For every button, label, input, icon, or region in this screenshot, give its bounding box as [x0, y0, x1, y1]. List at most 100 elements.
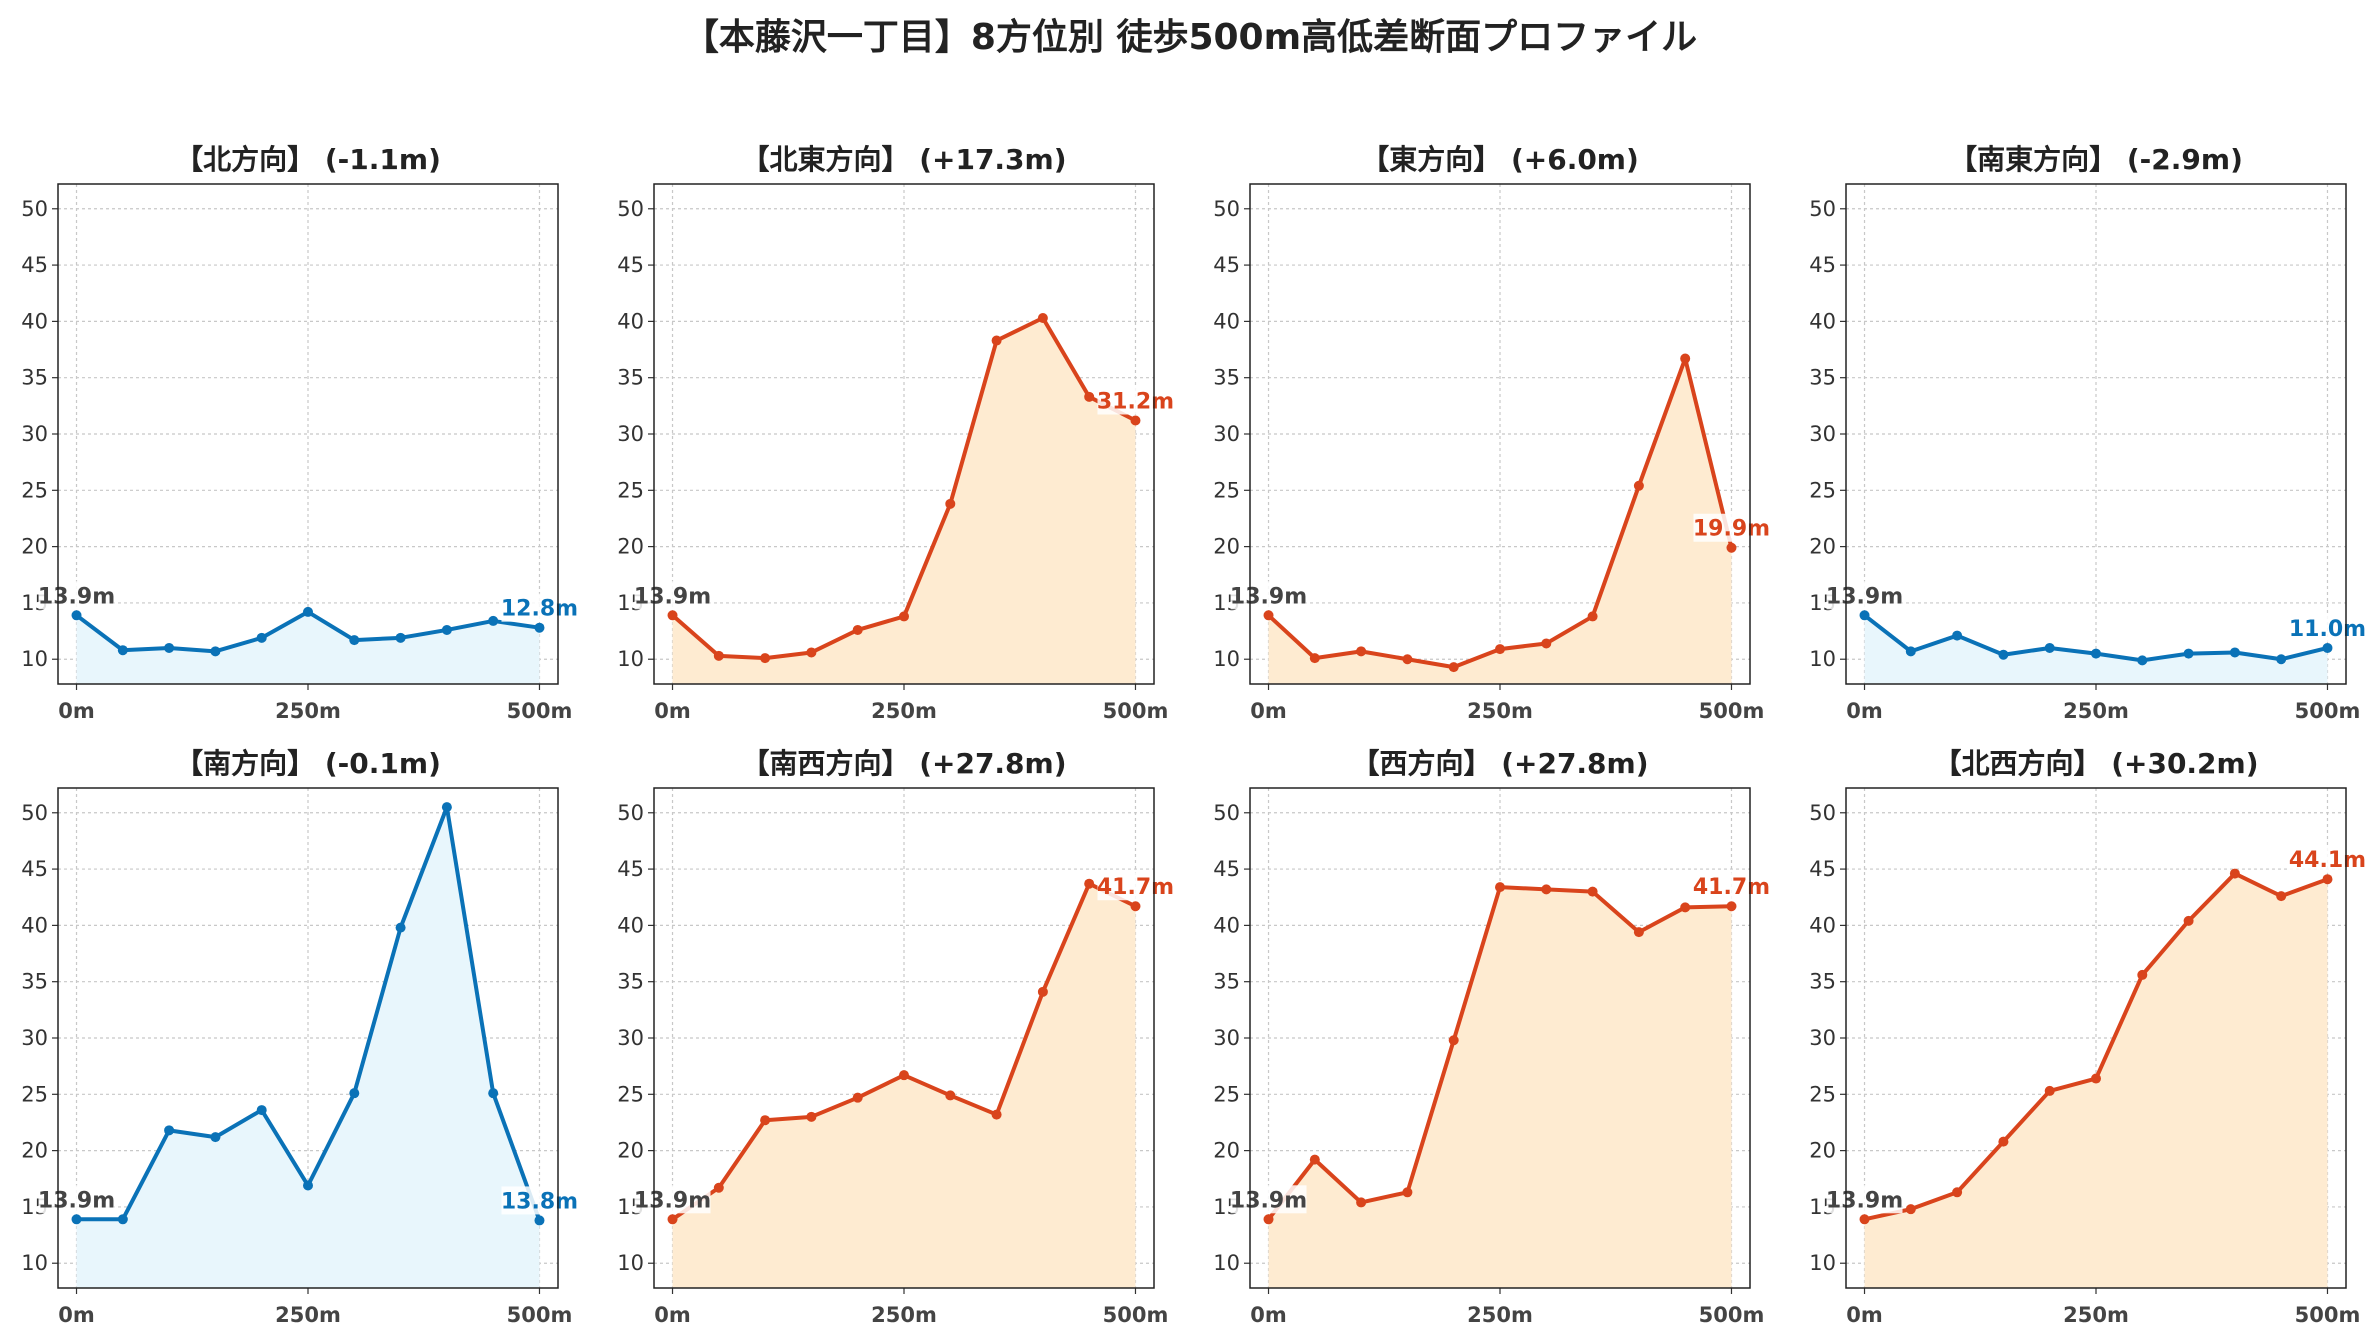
data-point [1587, 886, 1598, 897]
label-background [1693, 513, 1770, 542]
y-tick-label: 10 [21, 647, 48, 671]
data-point [1448, 1035, 1459, 1046]
label-background [38, 581, 115, 610]
data-point [349, 1088, 360, 1099]
x-tick-label: 250m [275, 1303, 341, 1327]
x-tick-label: 0m [1846, 699, 1883, 723]
start-elevation-label: 13.9m [1826, 1188, 1903, 1213]
data-point [488, 1088, 499, 1099]
y-tick-label: 25 [1809, 478, 1836, 502]
y-tick-label: 30 [617, 1026, 644, 1050]
y-tick-label: 40 [1213, 309, 1240, 333]
x-tick-label: 500m [1699, 1303, 1765, 1327]
data-point [2322, 874, 2333, 885]
area-fill [1864, 615, 2328, 684]
data-point [534, 1215, 545, 1226]
end-elevation-label: 13.8m [501, 1189, 578, 1214]
y-tick-label: 25 [1213, 478, 1240, 502]
y-tick-label: 50 [21, 801, 48, 825]
y-tick-label: 20 [617, 1139, 644, 1163]
y-tick-label: 35 [617, 970, 644, 994]
data-point [303, 1180, 313, 1191]
data-point [1309, 653, 1320, 664]
label-background [38, 1185, 115, 1214]
data-point [806, 1111, 817, 1122]
area-fill [76, 611, 540, 684]
chart-title: 【北西方向】 (+30.2m) [1933, 747, 2259, 780]
data-point [349, 635, 360, 646]
data-point [117, 645, 128, 656]
end-elevation-label: 19.9m [1693, 517, 1770, 542]
data-point [2091, 1073, 2101, 1084]
x-tick-label: 500m [1699, 699, 1765, 723]
start-elevation-label: 13.9m [38, 1188, 115, 1213]
data-point [1402, 1187, 1413, 1198]
data-point [1726, 901, 1737, 912]
figure-title: 【本藤沢一丁目】8方位別 徒歩500m高低差断面プロファイル [682, 17, 1698, 58]
data-point [852, 624, 863, 635]
plot-frame [57, 787, 559, 1289]
area-fill [76, 807, 540, 1288]
y-tick-label: 50 [617, 197, 644, 221]
y-tick-label: 10 [1213, 1251, 1240, 1275]
y-tick-label: 35 [1213, 970, 1240, 994]
data-point [2044, 1085, 2055, 1096]
y-tick-label: 20 [21, 1139, 48, 1163]
data-point [2322, 642, 2333, 653]
data-point [488, 615, 499, 626]
end-elevation-label: 12.8m [501, 597, 578, 622]
y-tick-label: 25 [21, 1082, 48, 1106]
data-point [991, 335, 1002, 346]
area-fill [672, 318, 1136, 684]
data-point [395, 632, 406, 643]
label-background [501, 1186, 578, 1215]
data-point [1130, 901, 1141, 912]
x-tick-label: 500m [1103, 1303, 1169, 1327]
data-point [1859, 610, 1870, 621]
data-point [1084, 391, 1095, 402]
x-tick-label: 0m [654, 1303, 691, 1327]
plot-frame [1845, 787, 2347, 1289]
y-tick-label: 25 [617, 478, 644, 502]
y-tick-label: 40 [21, 309, 48, 333]
data-point [395, 922, 406, 933]
x-tick-label: 250m [1467, 699, 1533, 723]
data-point [945, 1090, 956, 1101]
data-point [945, 498, 956, 509]
data-point [713, 650, 724, 661]
data-point [899, 1070, 909, 1081]
end-elevation-label: 41.7m [1097, 875, 1174, 900]
data-point [991, 1109, 1002, 1120]
x-tick-label: 0m [1250, 699, 1287, 723]
start-elevation-label: 13.9m [1230, 1188, 1307, 1213]
y-tick-label: 10 [617, 1251, 644, 1275]
data-point [1037, 986, 1048, 997]
data-point [2229, 647, 2240, 658]
data-point [1309, 1154, 1320, 1165]
chart-panel: 【南東方向】 (-2.9m) 10 15 20 25 30 35 40 45 50 0m 250m 50… [1809, 138, 2366, 723]
data-point [1587, 611, 1598, 622]
x-tick-label: 0m [58, 1303, 95, 1327]
y-tick-label: 40 [21, 913, 48, 937]
y-tick-label: 35 [617, 366, 644, 390]
x-tick-label: 500m [2295, 1303, 2361, 1327]
data-point [1356, 646, 1367, 657]
y-tick-label: 10 [1809, 1251, 1836, 1275]
y-tick-label: 50 [1213, 197, 1240, 221]
y-tick-label: 25 [1213, 1082, 1240, 1106]
chart-panel: 【南西方向】 (+27.8m) 10 15 20 25 30 35 40 45 50 0m 250m 5… [617, 742, 1174, 1327]
data-point [1263, 1214, 1274, 1225]
plot-frame [1249, 183, 1751, 685]
y-tick-label: 10 [21, 1251, 48, 1275]
y-tick-label: 20 [1809, 1139, 1836, 1163]
y-tick-label: 45 [617, 253, 644, 277]
y-tick-label: 50 [1809, 801, 1836, 825]
y-tick-label: 45 [21, 857, 48, 881]
y-tick-label: 45 [21, 253, 48, 277]
y-tick-label: 20 [1213, 535, 1240, 559]
data-point [164, 1125, 175, 1136]
y-tick-label: 20 [1213, 1139, 1240, 1163]
data-point [1633, 927, 1644, 938]
